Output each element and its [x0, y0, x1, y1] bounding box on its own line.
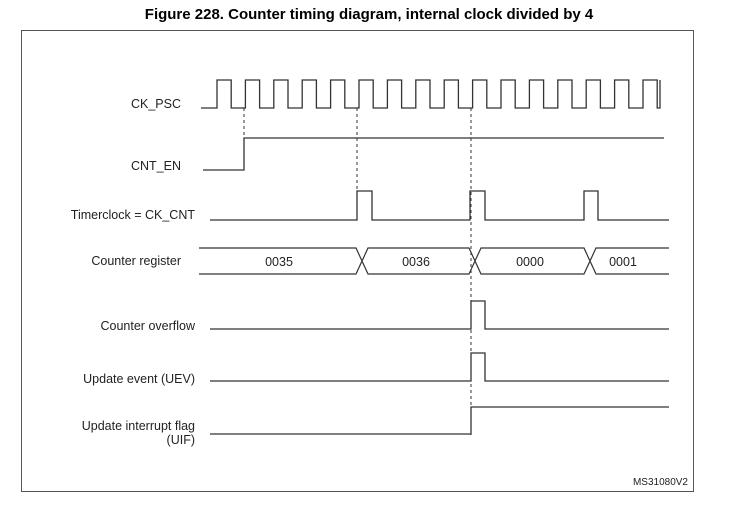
- counter-value-2: 0000: [516, 255, 544, 269]
- counter-value-1: 0036: [402, 255, 430, 269]
- label-update-event: Update event (UEV): [83, 372, 195, 386]
- diagram-frame: [21, 30, 694, 492]
- counter-value-3: 0001: [609, 255, 637, 269]
- update-event-waveform: [210, 352, 669, 382]
- uif-waveform: [210, 406, 669, 435]
- figure-title: Figure 228. Counter timing diagram, inte…: [144, 6, 594, 23]
- counter-register-bus: [199, 247, 669, 275]
- counter-value-0: 0035: [265, 255, 293, 269]
- counter-overflow-waveform: [210, 300, 669, 330]
- label-counter-register: Counter register: [91, 254, 181, 268]
- ck-psc-waveform: [201, 79, 661, 109]
- cnt-en-waveform: [203, 137, 664, 171]
- timerclock-waveform: [210, 190, 669, 221]
- label-ck-psc: CK_PSC: [131, 97, 181, 111]
- label-timerclock: Timerclock = CK_CNT: [71, 208, 196, 222]
- label-uif-line1: Update interrupt flag: [82, 419, 195, 433]
- label-uif-line2: (UIF): [167, 433, 195, 447]
- figure-code: MS31080V2: [633, 477, 688, 488]
- label-cnt-en: CNT_EN: [131, 159, 181, 173]
- label-counter-overflow: Counter overflow: [101, 319, 196, 333]
